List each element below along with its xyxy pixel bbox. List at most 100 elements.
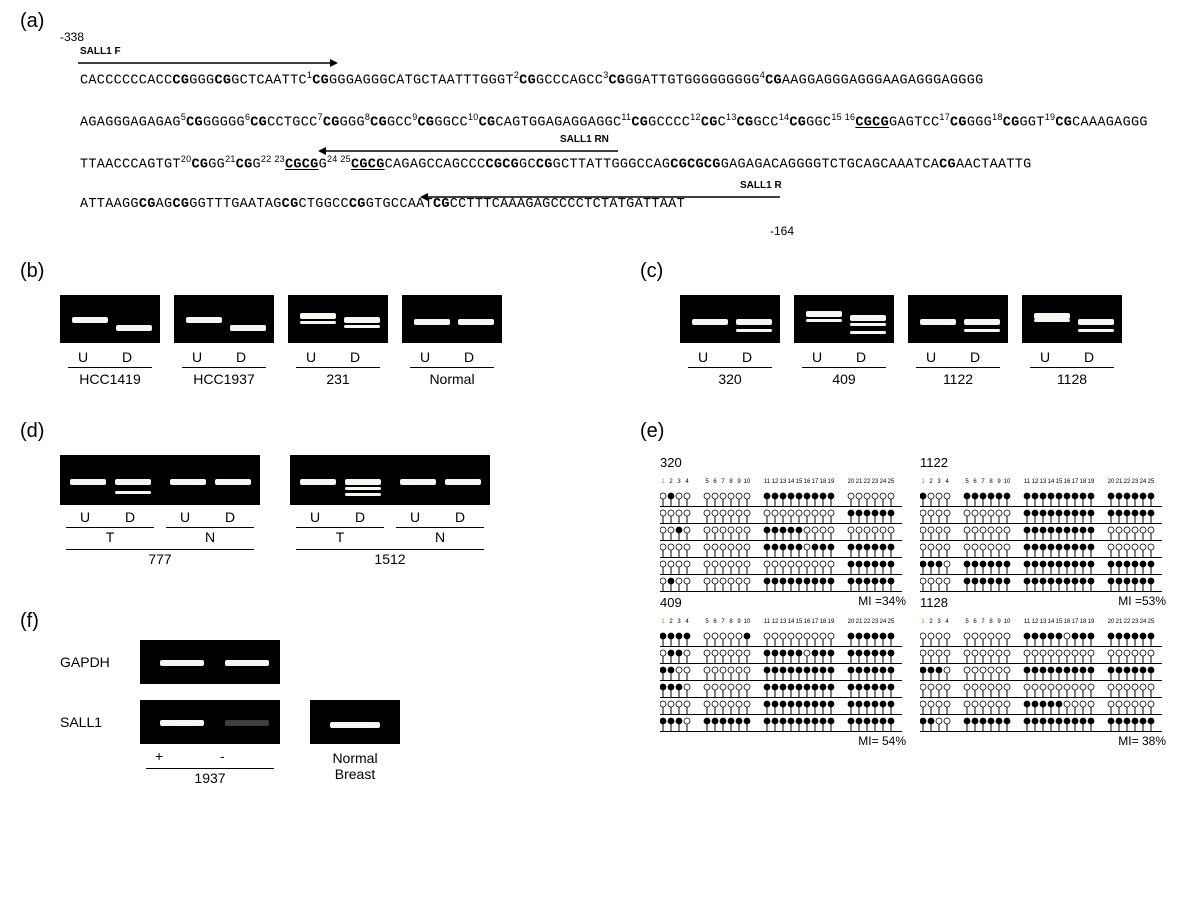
- methylated-cpg: [1032, 561, 1038, 567]
- methylated-cpg: [1132, 510, 1138, 516]
- gel-band: [230, 325, 266, 331]
- methylated-cpg: [856, 544, 862, 550]
- cpg-column-numbers: 1234567891011121314151617181920212223242…: [660, 615, 902, 625]
- methylated-cpg: [1056, 718, 1062, 724]
- methylated-cpg: [1024, 544, 1030, 550]
- methylated-cpg: [1088, 633, 1094, 639]
- methylated-cpg: [1040, 578, 1046, 584]
- unmethylated-cpg: [928, 510, 934, 516]
- lane-d: D: [742, 349, 752, 365]
- methylated-cpg: [848, 684, 854, 690]
- unmethylated-cpg: [736, 701, 742, 707]
- unmethylated-cpg: [712, 527, 718, 533]
- cpg-number: 10: [468, 110, 479, 124]
- svg-text:4: 4: [945, 619, 949, 625]
- unmethylated-cpg: [1132, 544, 1138, 550]
- svg-text:22: 22: [864, 619, 871, 625]
- svg-text:11: 11: [764, 619, 771, 625]
- methylated-cpg: [1040, 544, 1046, 550]
- unmethylated-cpg: [988, 667, 994, 673]
- methylated-cpg: [720, 718, 726, 724]
- methylated-cpg: [864, 684, 870, 690]
- row-label: GAPDH: [60, 654, 110, 670]
- svg-text:4: 4: [945, 479, 949, 485]
- unmethylated-cpg: [936, 527, 942, 533]
- svg-text:18: 18: [1080, 479, 1087, 485]
- svg-text:1: 1: [661, 619, 665, 625]
- unmethylated-cpg: [972, 633, 978, 639]
- svg-text:3: 3: [937, 619, 941, 625]
- methylated-cpg: [1116, 667, 1122, 673]
- methylated-cpg: [684, 633, 690, 639]
- methylated-cpg: [972, 718, 978, 724]
- lane-u: U: [410, 509, 420, 525]
- methylated-cpg: [1004, 578, 1010, 584]
- methylated-cpg: [1072, 633, 1078, 639]
- methylated-cpg: [788, 684, 794, 690]
- unmethylated-cpg: [684, 684, 690, 690]
- methylated-cpg: [1048, 510, 1054, 516]
- sample-label: 231: [288, 371, 388, 387]
- methylated-cpg: [812, 578, 818, 584]
- unmethylated-cpg: [1004, 667, 1010, 673]
- methylated-cpg: [864, 667, 870, 673]
- unmethylated-cpg: [1064, 701, 1070, 707]
- unmethylated-cpg: [676, 578, 682, 584]
- unmethylated-cpg: [812, 527, 818, 533]
- unmethylated-cpg: [704, 510, 710, 516]
- svg-text:15: 15: [1056, 479, 1063, 485]
- methylated-cpg: [1064, 578, 1070, 584]
- svg-text:9: 9: [997, 479, 1001, 485]
- methylated-cpg: [864, 578, 870, 584]
- unmethylated-cpg: [720, 527, 726, 533]
- methylated-cpg: [1024, 527, 1030, 533]
- unmethylated-cpg: [712, 667, 718, 673]
- methylated-cpg: [1088, 527, 1094, 533]
- methylated-cpg: [820, 667, 826, 673]
- unmethylated-cpg: [944, 578, 950, 584]
- svg-text:7: 7: [981, 619, 985, 625]
- methylated-cpg: [1072, 510, 1078, 516]
- methylated-cpg: [780, 650, 786, 656]
- unmethylated-cpg: [828, 633, 834, 639]
- unmethylated-cpg: [780, 510, 786, 516]
- gel-band: [964, 319, 1000, 325]
- gel-image: [290, 455, 490, 505]
- cpg-number: 14: [779, 110, 790, 124]
- unmethylated-cpg: [804, 650, 810, 656]
- methylated-cpg: [1080, 633, 1086, 639]
- methylated-cpg: [804, 684, 810, 690]
- gel-image: [288, 295, 388, 343]
- methylated-cpg: [1056, 510, 1062, 516]
- unmethylated-cpg: [964, 510, 970, 516]
- methylated-cpg: [788, 578, 794, 584]
- unmethylated-cpg: [1088, 701, 1094, 707]
- unmethylated-cpg: [1072, 684, 1078, 690]
- gel-band: [330, 722, 380, 728]
- methylated-cpg: [920, 561, 926, 567]
- methylated-cpg: [1032, 578, 1038, 584]
- methylated-cpg: [780, 527, 786, 533]
- unmethylated-cpg: [712, 510, 718, 516]
- unmethylated-cpg: [848, 493, 854, 499]
- methylated-cpg: [872, 561, 878, 567]
- unmethylated-cpg: [1064, 684, 1070, 690]
- methylated-cpg: [1024, 561, 1030, 567]
- unmethylated-cpg: [764, 633, 770, 639]
- methylated-cpg: [812, 718, 818, 724]
- methylated-cpg: [980, 578, 986, 584]
- methylated-cpg: [1056, 633, 1062, 639]
- sample-label: HCC1419: [60, 371, 160, 387]
- svg-text:19: 19: [1088, 619, 1095, 625]
- svg-text:22: 22: [1124, 619, 1131, 625]
- unmethylated-cpg: [1024, 650, 1030, 656]
- bisulfite-clone: [920, 558, 1162, 575]
- svg-text:5: 5: [965, 479, 969, 485]
- bisulfite-clone: [660, 490, 902, 507]
- svg-text:19: 19: [828, 479, 835, 485]
- unmethylated-cpg: [804, 561, 810, 567]
- gel-band: [345, 487, 381, 490]
- svg-text:17: 17: [812, 479, 819, 485]
- gel-band: [1078, 329, 1114, 332]
- unmethylated-cpg: [720, 701, 726, 707]
